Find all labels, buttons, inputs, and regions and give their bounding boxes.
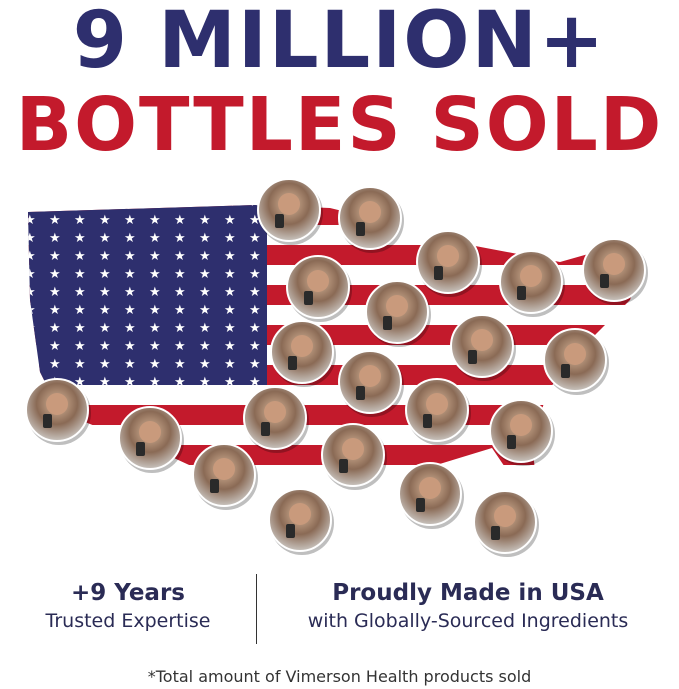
customer-photo bbox=[365, 280, 431, 347]
customer-photo bbox=[338, 186, 404, 253]
headline-line-2: BOTTLES SOLD bbox=[15, 82, 664, 168]
stat-usa-subtitle: with Globally-Sourced Ingredients bbox=[307, 610, 629, 632]
customer-photo bbox=[321, 423, 387, 490]
usa-flag-map: ★ bbox=[25, 178, 648, 557]
customer-photo bbox=[118, 406, 184, 473]
stat-made-in-usa: Proudly Made in USA with Globally-Source… bbox=[257, 580, 679, 632]
headline-line-1: 9 MILLION+ bbox=[72, 0, 607, 86]
customer-photo bbox=[543, 328, 609, 395]
customer-photo bbox=[192, 443, 258, 510]
customer-photo bbox=[286, 255, 352, 322]
customer-photo bbox=[499, 250, 565, 317]
customer-photo bbox=[243, 386, 309, 453]
divider bbox=[256, 574, 257, 644]
stat-usa-title: Proudly Made in USA bbox=[332, 580, 604, 606]
customer-photo bbox=[473, 490, 539, 557]
customer-photo bbox=[338, 350, 404, 417]
stat-years-subtitle: Trusted Expertise bbox=[45, 610, 211, 632]
flag-stripe bbox=[28, 405, 642, 425]
customer-photo bbox=[257, 178, 323, 245]
customer-photo bbox=[450, 314, 516, 381]
customer-photo bbox=[489, 399, 555, 466]
flag-stars bbox=[28, 205, 267, 385]
customer-photo bbox=[405, 378, 471, 445]
customer-photo bbox=[270, 320, 336, 387]
stat-years-title: +9 Years bbox=[71, 580, 185, 606]
customer-photo bbox=[398, 462, 464, 529]
stat-years: +9 Years Trusted Expertise bbox=[0, 580, 256, 632]
customer-photo bbox=[582, 238, 648, 305]
customer-photo bbox=[268, 488, 334, 555]
customer-photo bbox=[25, 378, 91, 445]
footnote: *Total amount of Vimerson Health product… bbox=[147, 667, 532, 686]
flag-stripe bbox=[28, 385, 642, 405]
customer-photo bbox=[416, 230, 482, 297]
